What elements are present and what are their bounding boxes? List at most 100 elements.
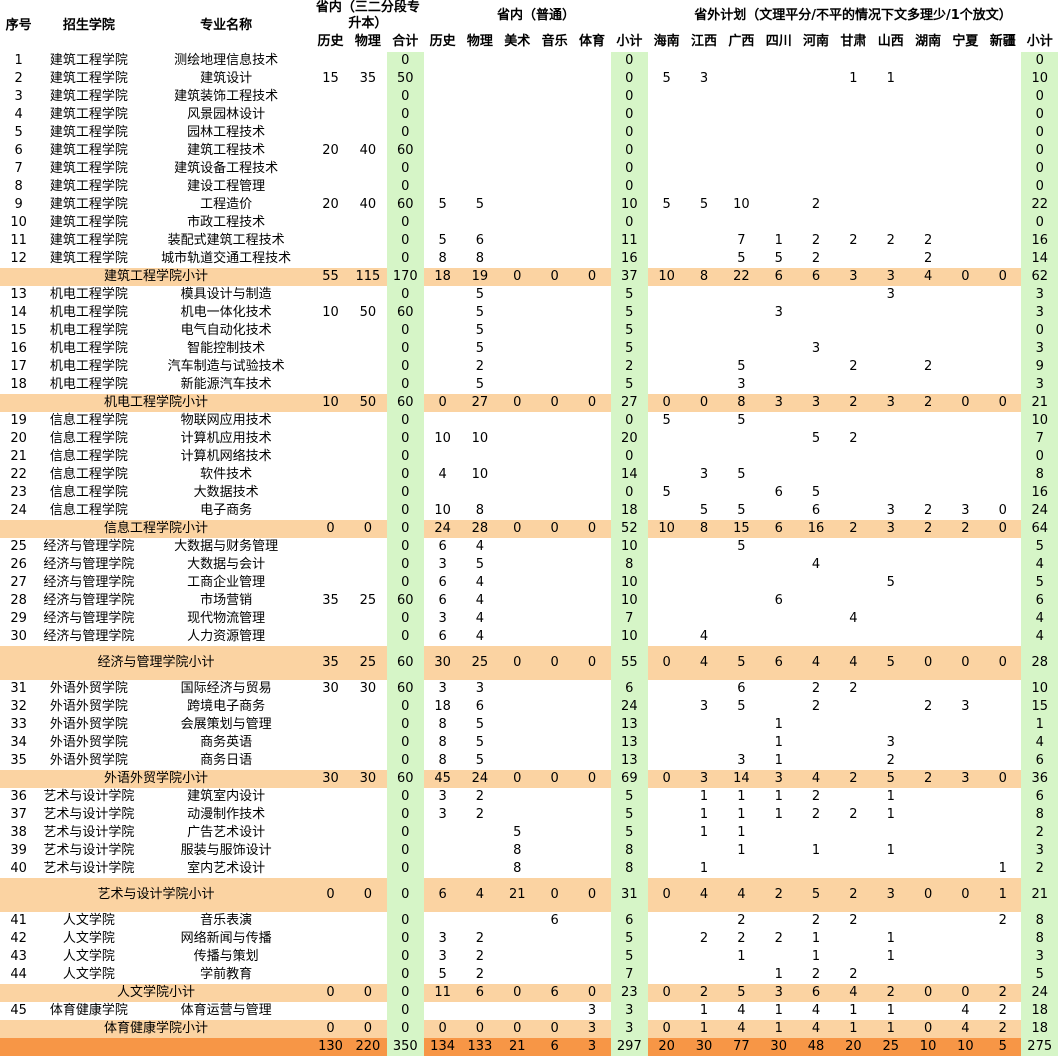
table-cell: [461, 178, 498, 196]
table-cell: 1: [774, 717, 783, 732]
table-cell: [872, 538, 909, 556]
table-cell: [947, 592, 984, 610]
table-cell: [499, 930, 536, 948]
table-cell: 30: [685, 1038, 723, 1056]
table-cell: 2: [946, 520, 985, 538]
table-cell: [573, 806, 610, 824]
table-cell: [835, 734, 872, 752]
table-cell: [797, 466, 834, 484]
table-cell: 1: [699, 1003, 709, 1018]
table-row: 37 艺术与设计学院 动漫制作技术 0 3 2 5 1 1 1 2 2 1 8: [0, 806, 1058, 824]
table-cell: [312, 842, 349, 860]
table-cell: 21: [10, 449, 27, 464]
table-cell: 3: [886, 503, 895, 518]
table-cell: 30: [10, 629, 27, 644]
header-row-sub: 历史 物理 合计 历史 物理 美术 音乐 体育 小计 海南 江西 广西 四川 河南 甘肃 山西 湖南 宁夏 新疆 小计: [0, 32, 1058, 52]
table-cell: [984, 376, 1021, 394]
table-cell: 3: [1021, 842, 1058, 860]
subtotal-row: 建筑工程学院小计 55 115 170 18 19 0 0 0 37 10 8 22 6 6 3 3 4 0 0 62: [0, 268, 1058, 286]
table-cell: 智能控制技术: [187, 341, 266, 356]
table-cell: 新能源汽车技术: [180, 377, 272, 392]
table-cell: [573, 214, 610, 232]
table-cell: 建筑设计: [200, 71, 253, 86]
table-cell: [349, 466, 386, 484]
table-cell: [499, 160, 536, 178]
table-cell: 41: [10, 913, 27, 928]
table-cell: 134: [423, 1038, 462, 1056]
table-cell: [984, 106, 1021, 124]
table-cell: 0: [386, 376, 424, 394]
table-cell: [872, 628, 909, 646]
table-cell: 18: [423, 268, 462, 286]
table-cell: [536, 824, 573, 842]
table-cell: [349, 322, 386, 340]
table-cell: 4: [797, 1020, 835, 1038]
table-cell: 机电工程学院: [49, 359, 128, 374]
table-cell: [424, 52, 461, 70]
table-cell: [685, 412, 722, 430]
table-cell: 机电工程学院: [49, 341, 128, 356]
table-cell: 36: [10, 789, 27, 804]
table-cell: 1: [886, 1003, 895, 1018]
table-cell: 7: [14, 161, 23, 176]
table-cell: 3: [475, 681, 485, 696]
table-cell: 外语外贸学院: [49, 717, 128, 732]
table-cell: [648, 322, 685, 340]
table-cell: 5: [475, 197, 485, 212]
subtotal-label: 人文学院小计: [0, 984, 312, 1002]
table-cell: [648, 680, 685, 698]
table-cell: 建筑设备工程技术: [174, 161, 279, 176]
table-cell: 5: [610, 948, 648, 966]
table-cell: [573, 196, 610, 214]
table-cell: [797, 88, 834, 106]
table-cell: [499, 178, 536, 196]
table-cell: 30: [311, 770, 350, 788]
table-cell: [536, 1002, 573, 1020]
table-cell: [312, 930, 349, 948]
table-cell: 6: [438, 575, 447, 590]
table-cell: [685, 322, 722, 340]
table-cell: [312, 286, 349, 304]
table-cell: [573, 698, 610, 716]
table-cell: 5: [737, 503, 746, 518]
table-cell: [947, 160, 984, 178]
table-cell: [723, 178, 760, 196]
table-cell: 3: [573, 1038, 611, 1056]
table-cell: 2: [849, 233, 858, 248]
table-cell: [536, 250, 573, 268]
table-cell: 6: [1021, 788, 1058, 806]
table-cell: [835, 788, 872, 806]
table-row: 25 经济与管理学院 大数据与财务管理 0 6 4 10 5 5: [0, 538, 1058, 556]
table-cell: [909, 142, 946, 160]
table-cell: 45: [423, 770, 462, 788]
table-cell: 11: [610, 232, 648, 250]
table-cell: 0: [386, 1020, 424, 1038]
table-row: 40 艺术与设计学院 室内艺术设计 0 8 8 1 1 2: [0, 860, 1058, 878]
table-cell: [312, 106, 349, 124]
table-cell: [835, 196, 872, 214]
table-cell: 0: [610, 484, 648, 502]
table-cell: 170: [386, 268, 424, 286]
table-cell: 2: [923, 699, 933, 714]
table-cell: [349, 286, 386, 304]
table-cell: [984, 680, 1021, 698]
table-cell: [947, 250, 984, 268]
table-cell: 工商企业管理: [187, 575, 266, 590]
table-cell: [312, 466, 349, 484]
table-cell: [573, 734, 610, 752]
table-cell: [349, 214, 386, 232]
table-cell: 0: [386, 912, 424, 930]
table-cell: 10: [648, 520, 686, 538]
table-cell: [947, 340, 984, 358]
table-cell: 0: [386, 860, 424, 878]
table-cell: 55: [610, 646, 648, 680]
table-cell: 13: [610, 734, 648, 752]
table-cell: [499, 752, 536, 770]
table-cell: [797, 70, 834, 88]
table-cell: [947, 966, 984, 984]
table-cell: 8: [722, 394, 761, 412]
table-cell: 10: [909, 1038, 947, 1056]
table-cell: 44: [10, 967, 27, 982]
table-cell: 24: [10, 503, 27, 518]
table-cell: 14: [610, 466, 648, 484]
